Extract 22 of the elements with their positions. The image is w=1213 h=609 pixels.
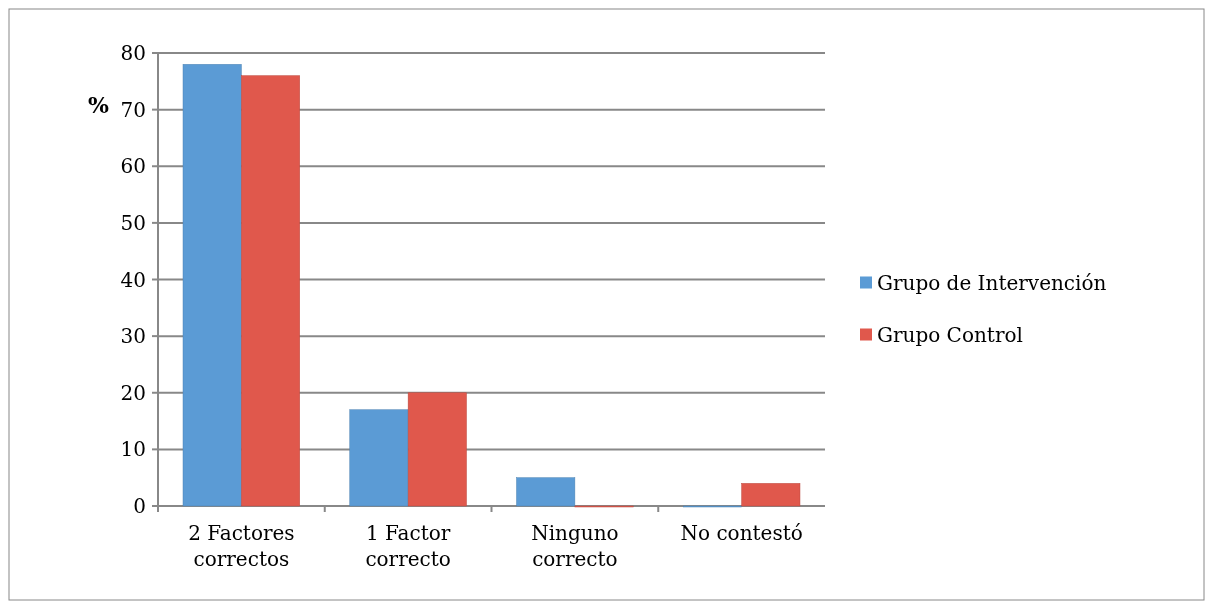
x-tick-label: 2 Factores correctos <box>188 521 295 571</box>
bar <box>741 483 801 507</box>
bar <box>349 409 409 507</box>
y-tick-label: 40 <box>120 267 146 292</box>
x-tick-label: No contestó <box>680 521 803 545</box>
bar <box>516 477 576 507</box>
x-tick-label: 1 Factor correcto <box>365 521 451 571</box>
y-tick-label: 10 <box>120 437 146 462</box>
bar <box>182 64 242 507</box>
y-tick-label: 20 <box>120 380 146 405</box>
y-tick-label: 70 <box>120 97 146 122</box>
y-tick-label: 60 <box>120 154 146 179</box>
y-tick-label: 30 <box>120 324 146 349</box>
bar <box>241 75 300 507</box>
x-tick-label: Ninguno correcto <box>531 521 619 571</box>
y-axis-title: % <box>88 92 109 118</box>
y-tick-label: 80 <box>120 41 146 65</box>
legend-label: Grupo de Intervención <box>877 270 1107 295</box>
bar <box>407 392 467 507</box>
y-tick-label: 50 <box>120 210 146 235</box>
y-tick-label: 0 <box>133 494 146 518</box>
legend-label: Grupo Control <box>877 322 1023 347</box>
